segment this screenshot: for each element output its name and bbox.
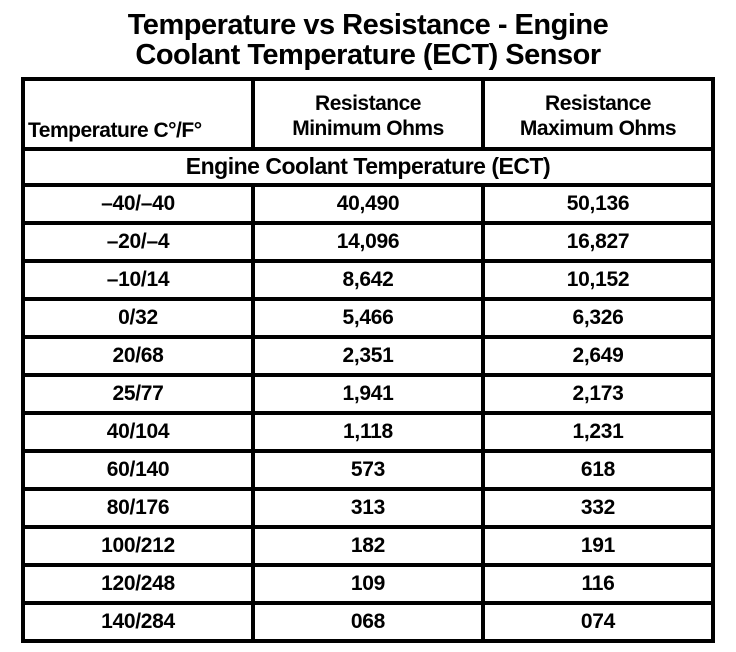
resistance-max-cell: 191 xyxy=(481,524,715,567)
resistance-min-cell: 1,941 xyxy=(251,372,485,415)
resistance-max-cell: 618 xyxy=(481,448,715,491)
table-row: 80/176 313 332 xyxy=(21,486,715,529)
resistance-min-cell: 2,351 xyxy=(251,334,485,377)
resistance-max-cell: 116 xyxy=(481,562,715,605)
resistance-max-cell: 332 xyxy=(481,486,715,529)
resistance-max-cell: 16,827 xyxy=(481,220,715,263)
resistance-min-cell: 1,118 xyxy=(251,410,485,453)
resistance-max-cell: 2,173 xyxy=(481,372,715,415)
temperature-cell: 100/212 xyxy=(21,524,255,567)
resistance-max-cell: 10,152 xyxy=(481,258,715,301)
resistance-min-cell: 109 xyxy=(251,562,485,605)
resistance-min-cell: 40,490 xyxy=(251,182,485,225)
column-header-row: Temperature C°/F° Resistance Minimum Ohm… xyxy=(21,76,715,151)
resistance-min-cell: 14,096 xyxy=(251,220,485,263)
resistance-max-cell: 6,326 xyxy=(481,296,715,339)
table-row: –10/14 8,642 10,152 xyxy=(21,258,715,301)
resistance-max-cell: 074 xyxy=(481,600,715,643)
table-row: 25/77 1,941 2,173 xyxy=(21,372,715,415)
table-row: 100/212 182 191 xyxy=(21,524,715,567)
temperature-cell: 20/68 xyxy=(21,334,255,377)
table-row: –20/–4 14,096 16,827 xyxy=(21,220,715,263)
temperature-cell: –20/–4 xyxy=(21,220,255,263)
resistance-min-cell: 068 xyxy=(251,600,485,643)
temperature-cell: 60/140 xyxy=(21,448,255,491)
section-header: Engine Coolant Temperature (ECT) xyxy=(21,146,715,187)
table-row: 20/68 2,351 2,649 xyxy=(21,334,715,377)
resistance-max-cell: 2,649 xyxy=(481,334,715,377)
temperature-cell: 40/104 xyxy=(21,410,255,453)
resistance-min-cell: 182 xyxy=(251,524,485,567)
column-header-temperature: Temperature C°/F° xyxy=(21,76,255,151)
table-row: –40/–40 40,490 50,136 xyxy=(21,182,715,225)
resistance-min-cell: 573 xyxy=(251,448,485,491)
temperature-cell: 120/248 xyxy=(21,562,255,605)
table-row: 40/104 1,118 1,231 xyxy=(21,410,715,453)
resistance-min-cell: 313 xyxy=(251,486,485,529)
temperature-cell: 80/176 xyxy=(21,486,255,529)
resistance-min-cell: 8,642 xyxy=(251,258,485,301)
resistance-max-cell: 1,231 xyxy=(481,410,715,453)
resistance-min-cell: 5,466 xyxy=(251,296,485,339)
column-header-resistance-min: Resistance Minimum Ohms xyxy=(251,76,485,151)
table-row: 0/32 5,466 6,326 xyxy=(21,296,715,339)
table-row: 120/248 109 116 xyxy=(21,562,715,605)
ect-resistance-table: Temperature C°/F° Resistance Minimum Ohm… xyxy=(21,76,715,643)
section-header-row: Engine Coolant Temperature (ECT) xyxy=(21,146,715,187)
temperature-cell: –40/–40 xyxy=(21,182,255,225)
temperature-cell: –10/14 xyxy=(21,258,255,301)
table-row: 140/284 068 074 xyxy=(21,600,715,643)
column-header-resistance-max: Resistance Maximum Ohms xyxy=(481,76,715,151)
table-body: –40/–40 40,490 50,136 –20/–4 14,096 16,827 –10… xyxy=(21,182,715,643)
table-row: 60/140 573 618 xyxy=(21,448,715,491)
temperature-cell: 0/32 xyxy=(21,296,255,339)
temperature-cell: 140/284 xyxy=(21,600,255,643)
temperature-cell: 25/77 xyxy=(21,372,255,415)
resistance-max-cell: 50,136 xyxy=(481,182,715,225)
page-title: Temperature vs Resistance - Engine Coola… xyxy=(127,9,609,72)
